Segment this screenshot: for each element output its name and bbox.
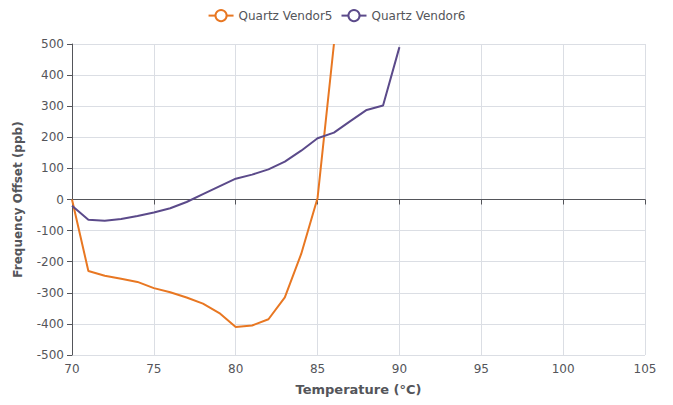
svg-text:400: 400 (41, 68, 64, 82)
svg-text:75: 75 (146, 362, 161, 376)
svg-text:200: 200 (41, 130, 64, 144)
svg-text:Frequency Offset (ppb): Frequency Offset (ppb) (11, 121, 25, 277)
svg-text:100: 100 (41, 161, 64, 175)
svg-text:-400: -400 (37, 317, 64, 331)
svg-text:95: 95 (474, 362, 489, 376)
svg-text:Temperature (°C): Temperature (°C) (296, 382, 422, 397)
svg-text:300: 300 (41, 99, 64, 113)
svg-text:-500: -500 (37, 348, 64, 362)
svg-text:-100: -100 (37, 224, 64, 238)
svg-text:0: 0 (56, 193, 64, 207)
svg-text:105: 105 (634, 362, 657, 376)
svg-text:90: 90 (392, 362, 407, 376)
svg-text:-200: -200 (37, 255, 64, 269)
svg-text:70: 70 (64, 362, 79, 376)
svg-text:-300: -300 (37, 286, 64, 300)
svg-text:85: 85 (310, 362, 325, 376)
svg-text:Quartz Vendor6: Quartz Vendor6 (372, 9, 466, 23)
svg-text:100: 100 (552, 362, 575, 376)
svg-text:500: 500 (41, 37, 64, 51)
svg-text:Quartz Vendor5: Quartz Vendor5 (239, 9, 333, 23)
svg-text:80: 80 (228, 362, 243, 376)
